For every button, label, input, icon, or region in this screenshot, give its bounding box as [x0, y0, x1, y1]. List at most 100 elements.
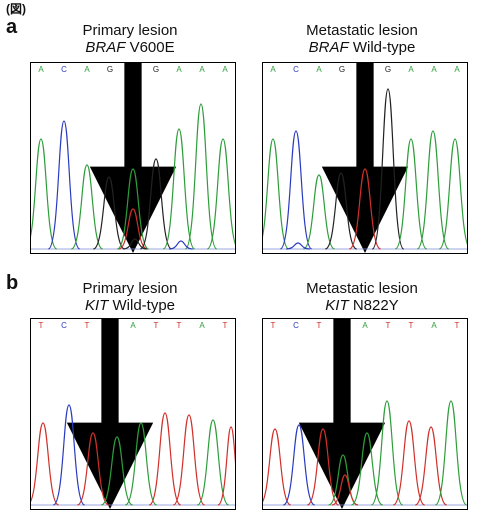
- base-call: T: [38, 321, 44, 330]
- base-call: C: [293, 65, 299, 74]
- trace-peak: [118, 208, 148, 250]
- trace-peak: [162, 128, 196, 250]
- chart-title: Metastatic lesion BRAF Wild-type: [252, 22, 472, 56]
- trace-peak: [394, 138, 428, 250]
- base-call: T: [153, 321, 159, 330]
- trace-peak: [169, 240, 193, 250]
- lesion-label: Primary lesion: [82, 22, 178, 39]
- base-call: A: [362, 321, 368, 330]
- base-call: A: [316, 65, 322, 74]
- trace-peak: [31, 422, 60, 506]
- trace-peak: [282, 424, 316, 506]
- lesion-label: Primary lesion: [82, 280, 178, 297]
- trace-peak: [370, 400, 404, 506]
- variant-name: N822Y: [352, 297, 399, 314]
- lesion-label: Metastatic lesion: [306, 280, 418, 297]
- trace-peak: [92, 176, 126, 250]
- trace-peak: [217, 426, 235, 506]
- chart-title: Metastatic lesion KIT N822Y: [252, 280, 472, 314]
- trace-peak: [116, 168, 150, 250]
- chart-title: Primary lesion KIT Wild-type: [20, 280, 240, 314]
- chromatogram-a-primary: ACAGTGAAA: [30, 62, 236, 254]
- trace-peak: [416, 130, 450, 250]
- genotype-label: BRAF Wild-type: [252, 39, 472, 56]
- gene-name: BRAF: [85, 39, 126, 56]
- base-call: G: [338, 65, 346, 74]
- trace-peak: [196, 419, 230, 506]
- trace-peak: [148, 412, 182, 506]
- base-call: A: [199, 321, 205, 330]
- base-call: T: [408, 321, 414, 330]
- base-call: A: [431, 65, 437, 74]
- gene-name: KIT: [84, 297, 109, 314]
- trace-peak: [263, 138, 290, 250]
- trace-peak: [172, 414, 206, 506]
- base-call: A: [222, 65, 228, 74]
- base-call: A: [38, 65, 44, 74]
- base-call: A: [130, 321, 136, 330]
- base-call: G: [384, 65, 392, 74]
- trace-peak: [348, 168, 382, 250]
- base-call: A: [431, 321, 437, 330]
- base-call: T: [176, 321, 182, 330]
- trace-peak: [100, 436, 134, 506]
- trace-peak: [47, 120, 81, 250]
- trace-plot: [263, 88, 467, 250]
- chromatogram-b-metastatic: TCTAATTAT: [262, 318, 468, 510]
- trace-peak: [279, 130, 313, 250]
- trace-peak: [331, 474, 359, 506]
- trace-peak: [286, 242, 310, 250]
- gene-name: KIT: [325, 297, 349, 314]
- trace-peak: [438, 138, 467, 250]
- genotype-label: KIT Wild-type: [20, 297, 240, 314]
- trace-peak: [392, 420, 426, 506]
- trace-peak: [263, 428, 292, 506]
- trace-peak: [350, 432, 384, 506]
- arrow-down-icon: [89, 63, 177, 253]
- trace-plot: [263, 400, 467, 506]
- base-call: A: [199, 65, 205, 74]
- base-call: T: [84, 321, 90, 330]
- base-call: T: [316, 321, 322, 330]
- base-call: A: [454, 65, 460, 74]
- lesion-label: Metastatic lesion: [306, 22, 418, 39]
- variant-name: Wild-type: [112, 297, 176, 314]
- trace-peak: [184, 103, 218, 250]
- base-call: A: [176, 65, 182, 74]
- base-call: A: [84, 65, 90, 74]
- base-call: G: [152, 65, 160, 74]
- trace-peak: [302, 174, 336, 250]
- base-call: C: [293, 321, 299, 330]
- base-call: C: [61, 321, 67, 330]
- base-call: A: [270, 65, 276, 74]
- trace-peak: [306, 428, 340, 506]
- base-call: T: [270, 321, 276, 330]
- trace-peak: [371, 88, 405, 250]
- variant-name: Wild-type: [352, 39, 416, 56]
- genotype-label: BRAF V600E: [20, 39, 240, 56]
- trace-peak: [139, 158, 173, 250]
- panel-letter-a: a: [6, 16, 18, 38]
- base-call: T: [222, 321, 228, 330]
- trace-peak: [76, 432, 110, 506]
- base-call: T: [454, 321, 460, 330]
- chromatogram-a-metastatic: ACAGTGAAA: [262, 62, 468, 254]
- arrow-down-icon: [321, 63, 409, 253]
- trace-peak: [124, 422, 158, 506]
- trace-peak: [31, 138, 58, 250]
- base-call: C: [61, 65, 67, 74]
- trace-peak: [206, 138, 235, 250]
- trace-peak: [324, 172, 358, 250]
- trace-plot: [31, 404, 235, 506]
- variant-name: V600E: [129, 39, 175, 56]
- chromatogram-b-primary: TCTAATTAT: [30, 318, 236, 510]
- base-call: A: [408, 65, 414, 74]
- base-call: G: [106, 65, 114, 74]
- chart-title: Primary lesion BRAF V600E: [20, 22, 240, 56]
- panel-letter-b: b: [6, 272, 19, 294]
- trace-peak: [70, 164, 104, 250]
- base-call: T: [385, 321, 391, 330]
- figure-label: (図): [6, 2, 26, 16]
- arrow-down-icon: [66, 319, 154, 509]
- trace-peak: [123, 238, 147, 250]
